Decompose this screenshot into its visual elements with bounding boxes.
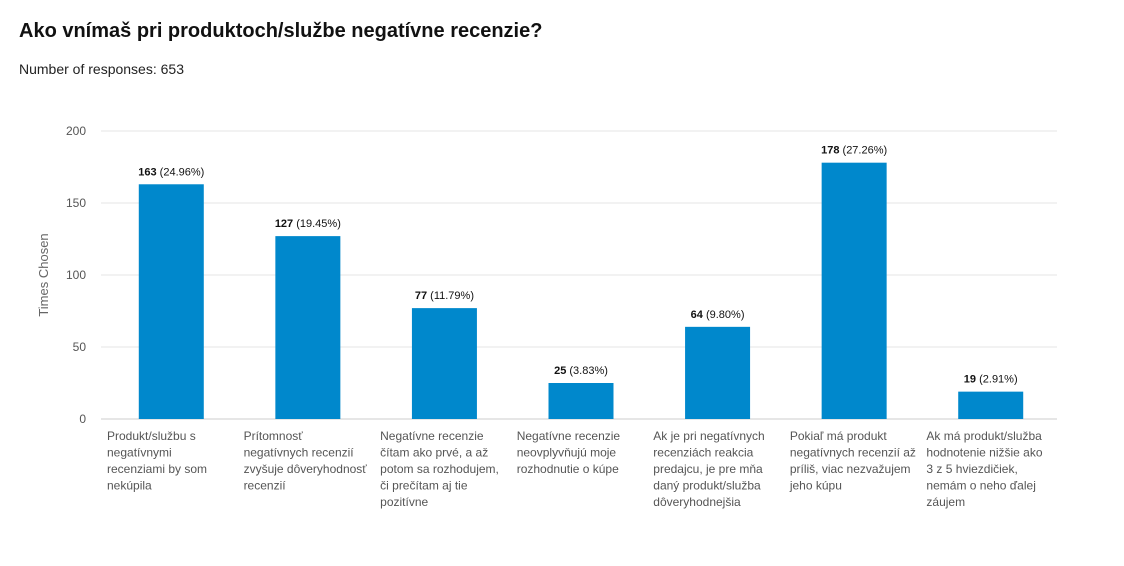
data-label: 77 (11.79%)	[415, 290, 474, 302]
category-label: Ak má produkt/služba hodnotenie nižšie ak…	[926, 429, 1042, 509]
data-label: 178 (27.26%)	[821, 145, 887, 157]
category-label: Ak je pri negatívnych recenziách reakcia p…	[653, 429, 764, 509]
bar	[548, 383, 614, 419]
responses-count: Number of responses: 653	[19, 61, 184, 77]
y-axis-label: Times Chosen	[36, 233, 51, 316]
y-tick-label: 0	[79, 412, 86, 426]
category-label: Negatívne recenzie čítam ako prvé, a až po…	[380, 429, 499, 509]
bar	[958, 391, 1024, 419]
data-label: 25 (3.83%)	[554, 365, 608, 377]
y-tick-label: 200	[66, 124, 86, 138]
chart-title: Ako vnímaš pri produktoch/službe negatív…	[19, 20, 543, 42]
data-label: 64 (9.80%)	[691, 309, 745, 321]
category-label: Produkt/službu s negatívnymi recenziami by…	[107, 429, 207, 493]
bar	[685, 326, 751, 419]
y-tick-label: 150	[66, 196, 86, 210]
category-label: Negatívne recenzie neovplyvňujú moje rozho…	[517, 429, 621, 476]
category-labels: Produkt/službu s negatívnymi recenziami by…	[107, 429, 1043, 509]
category-label: Pokiaľ má produkt negatívnych recenzií až…	[789, 429, 916, 493]
bars	[138, 162, 1024, 419]
y-tick-label: 50	[73, 340, 87, 354]
bar	[411, 308, 477, 419]
data-labels: 163 (24.96%) 127 (19.45%) 77 (11.79%) 25 (3…	[138, 145, 1017, 386]
bar	[138, 184, 204, 419]
y-tick-label: 100	[66, 268, 86, 282]
data-label: 163 (24.96%)	[138, 166, 204, 178]
bar	[821, 162, 887, 419]
data-label: 127 (19.45%)	[275, 218, 341, 230]
data-label: 19 (2.91%)	[964, 374, 1018, 386]
y-axis-ticks: 0 50 100 150 200	[66, 124, 86, 426]
category-label: Prítomnosť negatívnych recenzií zvyšuje dô…	[244, 429, 368, 493]
bar	[275, 236, 341, 419]
